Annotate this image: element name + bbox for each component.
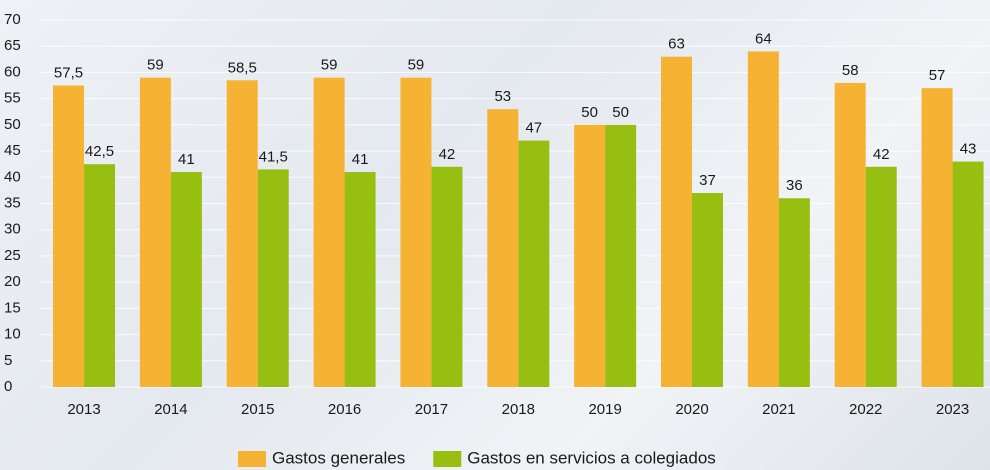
value-label: 63	[668, 36, 685, 53]
bar	[431, 166, 463, 387]
value-label: 57,5	[54, 65, 83, 82]
bar	[692, 193, 724, 387]
bar	[84, 164, 116, 387]
value-label: 47	[525, 120, 542, 137]
bar	[400, 77, 432, 388]
bar	[778, 198, 810, 387]
bar	[747, 51, 779, 387]
value-label: 50	[581, 104, 598, 121]
value-label: 41,5	[259, 148, 288, 165]
x-tick-label: 2014	[154, 401, 187, 418]
x-tick-label: 2013	[67, 401, 100, 418]
x-tick-label: 2020	[675, 401, 708, 418]
bar	[226, 80, 258, 388]
value-label: 53	[494, 88, 511, 105]
y-tick-label: 15	[4, 299, 21, 316]
bar	[921, 88, 953, 388]
y-tick-label: 30	[4, 221, 21, 238]
legend-label: Gastos generales	[272, 448, 405, 467]
value-label: 64	[755, 30, 772, 47]
x-tick-label: 2018	[502, 401, 535, 418]
legend-swatch	[238, 451, 266, 467]
bar	[53, 85, 85, 388]
bar	[518, 140, 550, 387]
value-label: 42,5	[85, 143, 114, 160]
value-label: 50	[612, 104, 629, 121]
bar	[865, 166, 897, 387]
value-label: 58	[842, 62, 859, 79]
value-label: 36	[786, 177, 803, 194]
y-tick-label: 55	[4, 90, 21, 107]
x-tick-label: 2017	[415, 401, 448, 418]
legend-swatch	[433, 451, 462, 467]
value-label: 42	[873, 146, 890, 163]
bar	[139, 77, 171, 388]
y-tick-label: 60	[4, 63, 21, 80]
y-tick-label: 45	[4, 142, 21, 159]
value-label: 59	[321, 57, 338, 74]
y-tick-label: 50	[4, 116, 21, 133]
y-tick-label: 35	[4, 194, 21, 211]
value-label: 59	[147, 57, 164, 74]
x-tick-label: 2019	[588, 401, 621, 418]
bar	[605, 124, 637, 387]
y-tick-label: 40	[4, 168, 21, 185]
x-tick-label: 2016	[328, 401, 361, 418]
x-tick-label: 2022	[849, 401, 882, 418]
y-tick-label: 70	[4, 11, 21, 28]
bar	[574, 124, 606, 387]
bar	[170, 172, 202, 387]
y-tick-label: 25	[4, 247, 21, 264]
x-tick-label: 2023	[936, 401, 969, 418]
bar	[487, 109, 519, 387]
bar	[952, 161, 984, 387]
value-label: 37	[699, 172, 716, 189]
y-tick-label: 5	[4, 352, 12, 369]
y-tick-label: 65	[4, 37, 21, 54]
bar	[834, 82, 866, 388]
y-tick-label: 0	[4, 378, 12, 395]
value-label: 41	[178, 151, 195, 168]
y-tick-label: 10	[4, 326, 21, 343]
y-tick-label: 20	[4, 273, 21, 290]
value-label: 57	[929, 67, 946, 84]
x-tick-label: 2015	[241, 401, 274, 418]
value-label: 41	[352, 151, 369, 168]
bar	[313, 77, 345, 388]
bar	[661, 56, 693, 387]
value-label: 58,5	[228, 59, 257, 76]
value-label: 43	[960, 141, 977, 158]
value-label: 42	[439, 146, 456, 163]
bar	[344, 172, 376, 387]
value-label: 59	[408, 57, 425, 74]
legend-label: Gastos en servicios a colegiados	[467, 448, 716, 467]
bar	[257, 169, 289, 387]
x-tick-label: 2021	[762, 401, 795, 418]
